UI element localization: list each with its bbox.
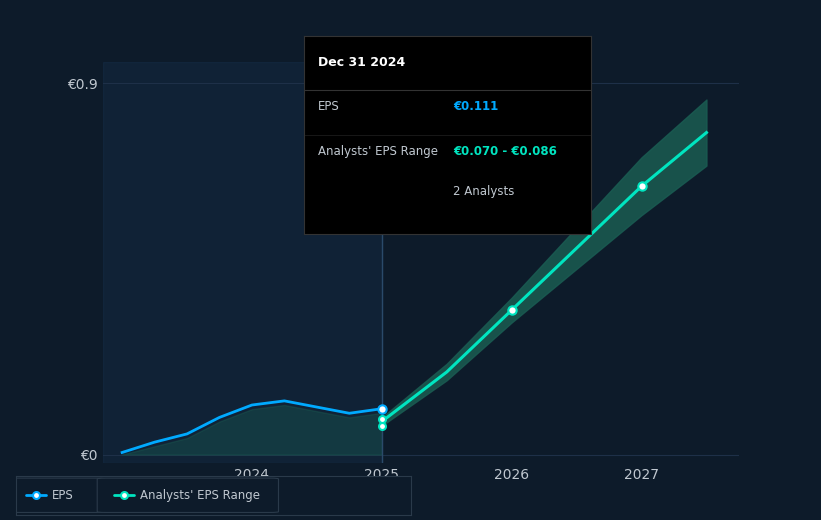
- Text: Actual: Actual: [340, 109, 379, 122]
- Text: Analysts' EPS Range: Analysts' EPS Range: [319, 145, 438, 158]
- Text: EPS: EPS: [52, 489, 74, 502]
- Bar: [103, 62, 382, 463]
- Text: €0.070 - €0.086: €0.070 - €0.086: [453, 145, 557, 158]
- Text: Analysts Forecasts: Analysts Forecasts: [387, 109, 503, 122]
- Text: Dec 31 2024: Dec 31 2024: [319, 56, 406, 69]
- Text: €0.111: €0.111: [453, 100, 498, 113]
- Text: Analysts' EPS Range: Analysts' EPS Range: [140, 489, 259, 502]
- Text: 2 Analysts: 2 Analysts: [453, 185, 515, 198]
- Text: EPS: EPS: [319, 100, 340, 113]
- FancyBboxPatch shape: [11, 478, 105, 513]
- FancyBboxPatch shape: [97, 478, 278, 513]
